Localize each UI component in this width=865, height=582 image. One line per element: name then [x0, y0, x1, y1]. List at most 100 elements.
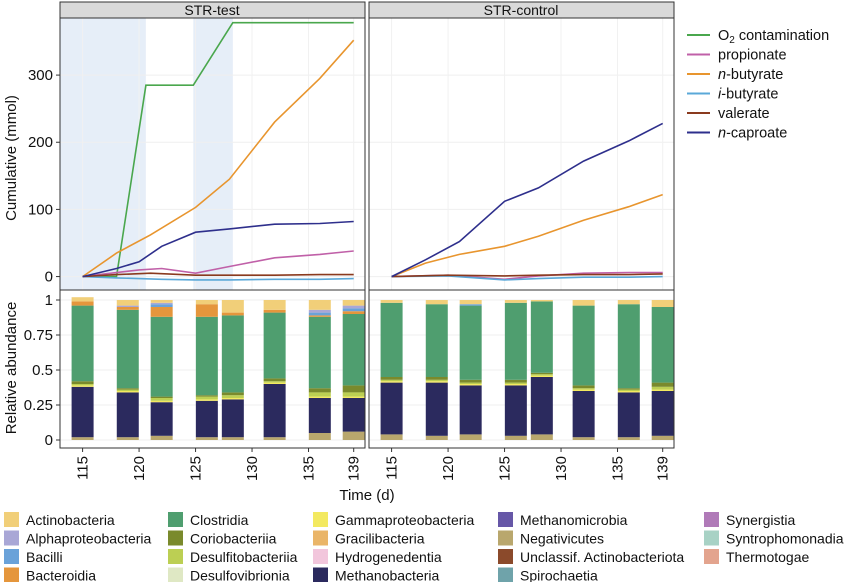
legend-label: Negativicutes [520, 531, 604, 547]
series-line-propionate [82, 250, 354, 278]
bar-segment-methanobacteria [425, 382, 448, 436]
bar-segment-actinobacteria [572, 300, 595, 306]
x-tick-label: 125 [188, 456, 205, 481]
x-tick-label: 115 [75, 456, 92, 480]
bar-segment-desulfitobacteriia [530, 374, 553, 376]
x-tick-label: 115 [384, 456, 401, 480]
y-tick-label-bottom: 0.25 [24, 397, 53, 414]
bar-segment-coriobacteriia [308, 388, 331, 393]
shaded-window [60, 18, 146, 290]
legend-label: Coriobacteriia [190, 531, 277, 547]
bar-segment-alphaproteobacteria [308, 309, 331, 313]
bar-segment-actinobacteria [425, 300, 448, 305]
bar-segment-gammaproteobacteria [263, 382, 286, 384]
axes-labels: 115 120 125 130 135 139 115 120 125 130 135 1390100… [24, 67, 672, 481]
bar-segment-gammaproteobacteria [342, 396, 365, 398]
x-axis-title: Time (d) [339, 487, 394, 504]
legend-swatch [4, 549, 19, 564]
bar-segment-bacilli [459, 304, 482, 306]
bar-segment-coriobacteriia [195, 395, 218, 397]
x-tick-label: 135 [610, 456, 627, 481]
bar-segment-negativicutes [308, 433, 331, 440]
bar-panel-test [59, 289, 366, 449]
bar-segment-clostridia [116, 309, 139, 389]
bar-segment-bacteroidia [221, 312, 244, 316]
bar-segment-desulfitobacteriia [116, 389, 139, 391]
bar-segment-actinobacteria [308, 300, 331, 310]
legend-label: Methanobacteria [335, 568, 440, 582]
bar-segment-negativicutes [71, 437, 94, 440]
bar-segment-desulfitobacteriia [342, 392, 365, 397]
bar-segment-clostridia [221, 315, 244, 393]
bar-segment-desulfitobacteriia [150, 398, 173, 401]
legend-swatch [168, 549, 183, 564]
bar-segment-clostridia [71, 305, 94, 382]
bar-segment-clostridia [380, 302, 403, 377]
bar-segment-actinobacteria [380, 300, 403, 303]
legend-label: Hydrogenedentia [335, 549, 442, 565]
legend-label: Spirochaetia [520, 568, 598, 582]
legend-label: Bacteroidia [26, 568, 96, 582]
legend-swatch [168, 530, 183, 546]
bar-segment-gammaproteobacteria [651, 389, 674, 391]
legend-label: Alphaproteobacteria [26, 531, 152, 547]
panel-border [59, 289, 366, 449]
bar-segment-methanobacteria [380, 382, 403, 435]
bar-segment-clostridia [617, 304, 640, 389]
bar-segment-coriobacteriia [651, 382, 674, 387]
bar-segment-negativicutes [116, 437, 139, 440]
series-line-i-butyrate [82, 275, 354, 281]
x-tick-label: 135 [301, 456, 318, 481]
bar-segment-methanobacteria [308, 398, 331, 433]
legend-label: Synergistia [726, 512, 795, 528]
bar-segment-actinobacteria [71, 297, 94, 302]
bar-segment-gammaproteobacteria [308, 396, 331, 398]
legend-label: Syntrophomonadia [726, 531, 844, 547]
bar-segment-desulfitobacteriia [425, 379, 448, 382]
bar-segment-actinobacteria [221, 300, 244, 313]
legend-swatch [498, 567, 513, 582]
bar-segment-coriobacteriia [572, 385, 595, 389]
bar-segment-coriobacteriia [617, 388, 640, 390]
bar-segment-negativicutes [572, 437, 595, 440]
bar-segment-clostridia [651, 307, 674, 383]
bar-segment-bacteroidia [263, 309, 286, 313]
legend-label: Thermotogae [726, 549, 809, 565]
bar-segment-coriobacteriia [380, 377, 403, 380]
bar-segment-actinobacteria [342, 300, 365, 306]
bar-segment-methanobacteria [530, 377, 553, 435]
panel-border [368, 289, 675, 449]
series-line-n-butyrate [82, 39, 355, 278]
bar-segment-alphaproteobacteria [342, 305, 365, 309]
bar-segment-actinobacteria [504, 300, 527, 303]
bar-segment-coriobacteriia [221, 392, 244, 396]
bar-segment-clostridia [308, 316, 331, 389]
bar-segment-clostridia [530, 301, 553, 373]
bar-segment-methanobacteria [116, 392, 139, 438]
bar-segment-negativicutes [195, 437, 218, 440]
x-tick-label: 125 [497, 456, 514, 481]
legend-label: Actinobacteria [26, 512, 115, 528]
bar-segment-clostridia [150, 316, 173, 397]
bar-segment-bacteroidia [71, 301, 94, 306]
bar-segment-actinobacteria [651, 300, 674, 307]
bar-segment-negativicutes [651, 435, 674, 440]
legend-swatch [704, 530, 719, 546]
bar-segment-clostridia [425, 304, 448, 377]
bar-segment-desulfitobacteriia [263, 381, 286, 383]
bar-segment-desulfitobacteriia [195, 396, 218, 400]
line-panel-control [368, 17, 675, 291]
bar-segment-clostridia [459, 305, 482, 380]
legend-swatch [313, 567, 328, 582]
legend-label: Clostridia [190, 512, 249, 528]
y-tick-label-top: 200 [28, 134, 53, 151]
x-tick-label: 130 [244, 456, 261, 481]
bar-segment-negativicutes [263, 437, 286, 440]
legend-swatch [4, 530, 19, 546]
legend-label: Methanomicrobia [520, 512, 628, 528]
bar-segment-desulfitobacteriia [459, 382, 482, 384]
bar-segment-desulfitobacteriia [380, 379, 403, 382]
bar-segment-negativicutes [425, 435, 448, 440]
bar-segment-gammaproteobacteria [459, 384, 482, 386]
